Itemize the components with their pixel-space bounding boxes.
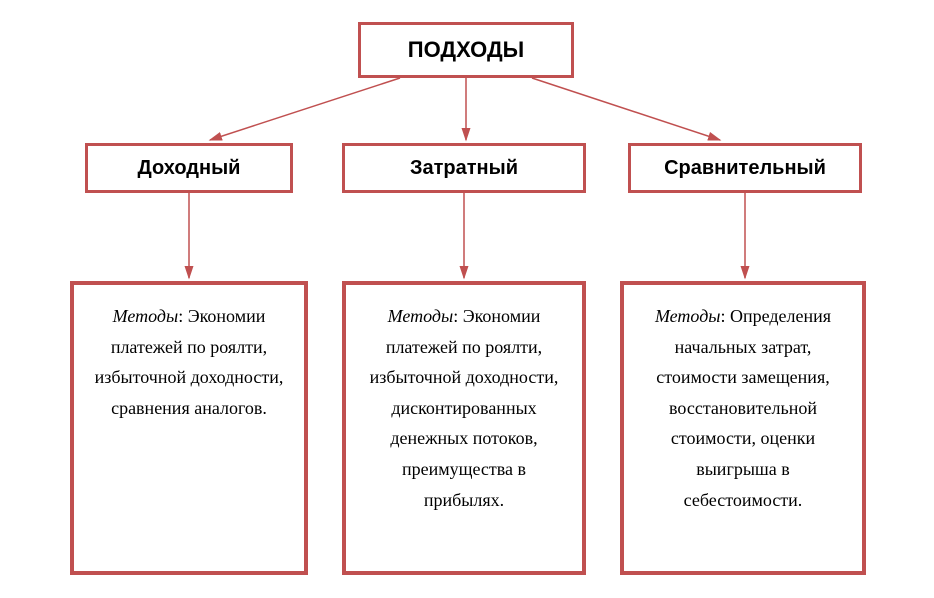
methods-node-income: Методы: Экономии платежей по роялти, изб… bbox=[70, 281, 308, 575]
methods-label: Методы bbox=[113, 306, 179, 326]
methods-node-comparative: Методы: Определения начальных затрат, ст… bbox=[620, 281, 866, 575]
arrow bbox=[532, 78, 720, 140]
methods-label: Методы bbox=[388, 306, 454, 326]
methods-node-cost: Методы: Экономии платежей по роялти, изб… bbox=[342, 281, 586, 575]
methods-text: : Определения начальных затрат, стоимост… bbox=[656, 306, 831, 510]
root-label: ПОДХОДЫ bbox=[408, 37, 524, 63]
category-label: Доходный bbox=[138, 157, 241, 180]
category-label: Затратный bbox=[410, 157, 518, 180]
category-node-comparative: Сравнительный bbox=[628, 143, 862, 193]
methods-label: Методы bbox=[655, 306, 721, 326]
arrow bbox=[210, 78, 400, 140]
category-label: Сравнительный bbox=[664, 157, 826, 180]
category-node-income: Доходный bbox=[85, 143, 293, 193]
category-node-cost: Затратный bbox=[342, 143, 586, 193]
methods-text: : Экономии платежей по роялти, избыточно… bbox=[370, 306, 559, 510]
root-node: ПОДХОДЫ bbox=[358, 22, 574, 78]
